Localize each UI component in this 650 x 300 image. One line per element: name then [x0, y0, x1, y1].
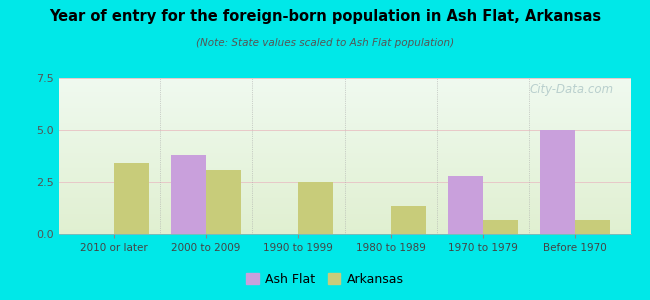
- Bar: [575, 220, 610, 234]
- Bar: [448, 176, 483, 234]
- Bar: [391, 206, 426, 234]
- Bar: [483, 220, 518, 234]
- Bar: [114, 163, 149, 234]
- Legend: Ash Flat, Arkansas: Ash Flat, Arkansas: [241, 268, 409, 291]
- Text: City-Data.com: City-Data.com: [529, 83, 614, 96]
- Text: Year of entry for the foreign-born population in Ash Flat, Arkansas: Year of entry for the foreign-born popul…: [49, 9, 601, 24]
- Bar: [171, 155, 206, 234]
- Text: (Note: State values scaled to Ash Flat population): (Note: State values scaled to Ash Flat p…: [196, 38, 454, 47]
- Bar: [206, 169, 241, 234]
- Bar: [298, 182, 333, 234]
- Bar: [540, 130, 575, 234]
